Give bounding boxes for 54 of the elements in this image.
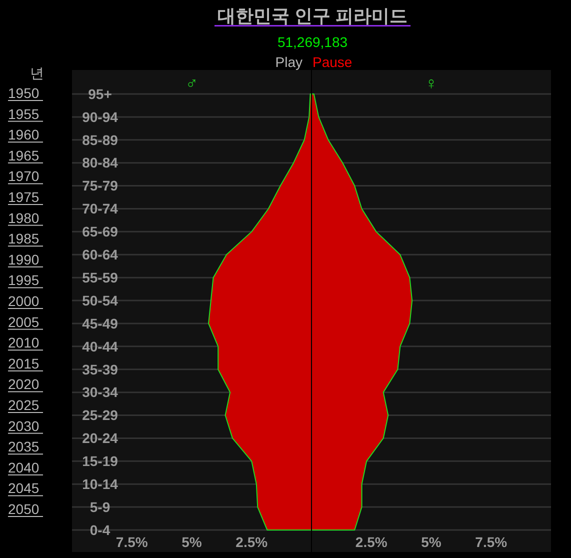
text: 1995 [8,272,40,288]
y-tick-label: 85-89 [82,132,118,148]
x-tick-label: 2.5% [236,534,268,550]
text: 1980 [8,210,40,226]
text: 2035 [8,438,40,455]
text: 년 [30,65,44,81]
y-tick-label: 20-24 [82,430,118,446]
text: 2015 [8,355,40,372]
y-tick-label: 55-59 [82,269,118,286]
text: 1970 [8,168,40,184]
text: 1965 [8,147,40,164]
x-tick-label: 2.5% [355,534,388,550]
y-tick-label: 35-39 [82,361,118,378]
y-tick-label: 65-69 [82,224,118,240]
text: 2020 [8,376,40,392]
y-tick-label: 90-94 [82,108,118,125]
x-tick-label: 5% [421,534,442,550]
text: 2025 [8,397,40,413]
x-tick-label: 7.5% [475,534,508,550]
chart-subtitle: 51,269,183 [277,34,348,50]
text: 2050 [8,501,40,517]
text: 2000 [8,293,40,309]
y-tick-label: 15-19 [82,453,118,470]
y-tick-label: 70-74 [82,200,118,217]
y-tick-label: 60-64 [82,246,118,263]
annotation: ♂ [185,74,198,93]
y-tick-label: 95+ [88,86,112,102]
text: 2030 [8,418,40,434]
text: 2010 [8,334,40,351]
text: 1985 [8,230,40,247]
annotation: Pause [312,54,352,70]
y-tick-label: 0-4 [90,522,110,538]
y-tick-label: 40-44 [82,338,118,354]
x-tick-label: 5% [182,534,202,550]
x-tick-label: 7.5% [116,534,148,550]
annotation: Play [275,54,302,70]
y-tick-label: 10-14 [82,476,118,492]
y-tick-label: 80-84 [82,154,118,171]
y-tick-label: 75-79 [82,178,118,194]
y-tick-label: 25-29 [82,407,118,424]
text: 2045 [8,480,40,496]
text: 1990 [8,251,40,268]
chart-title: 대한민국 인구 피라미드 [217,6,408,26]
text: 1950 [8,85,40,101]
text: 1960 [8,126,40,143]
y-tick-label: 45-49 [82,315,118,332]
text: 1955 [8,106,40,122]
y-tick-label: 50-54 [82,292,118,308]
y-tick-label: 5-9 [90,498,110,515]
text: 2005 [8,314,40,330]
text: 1975 [8,189,40,205]
text: 2040 [8,459,40,476]
annotation: ♀ [424,74,438,93]
y-tick-label: 30-34 [82,384,118,400]
